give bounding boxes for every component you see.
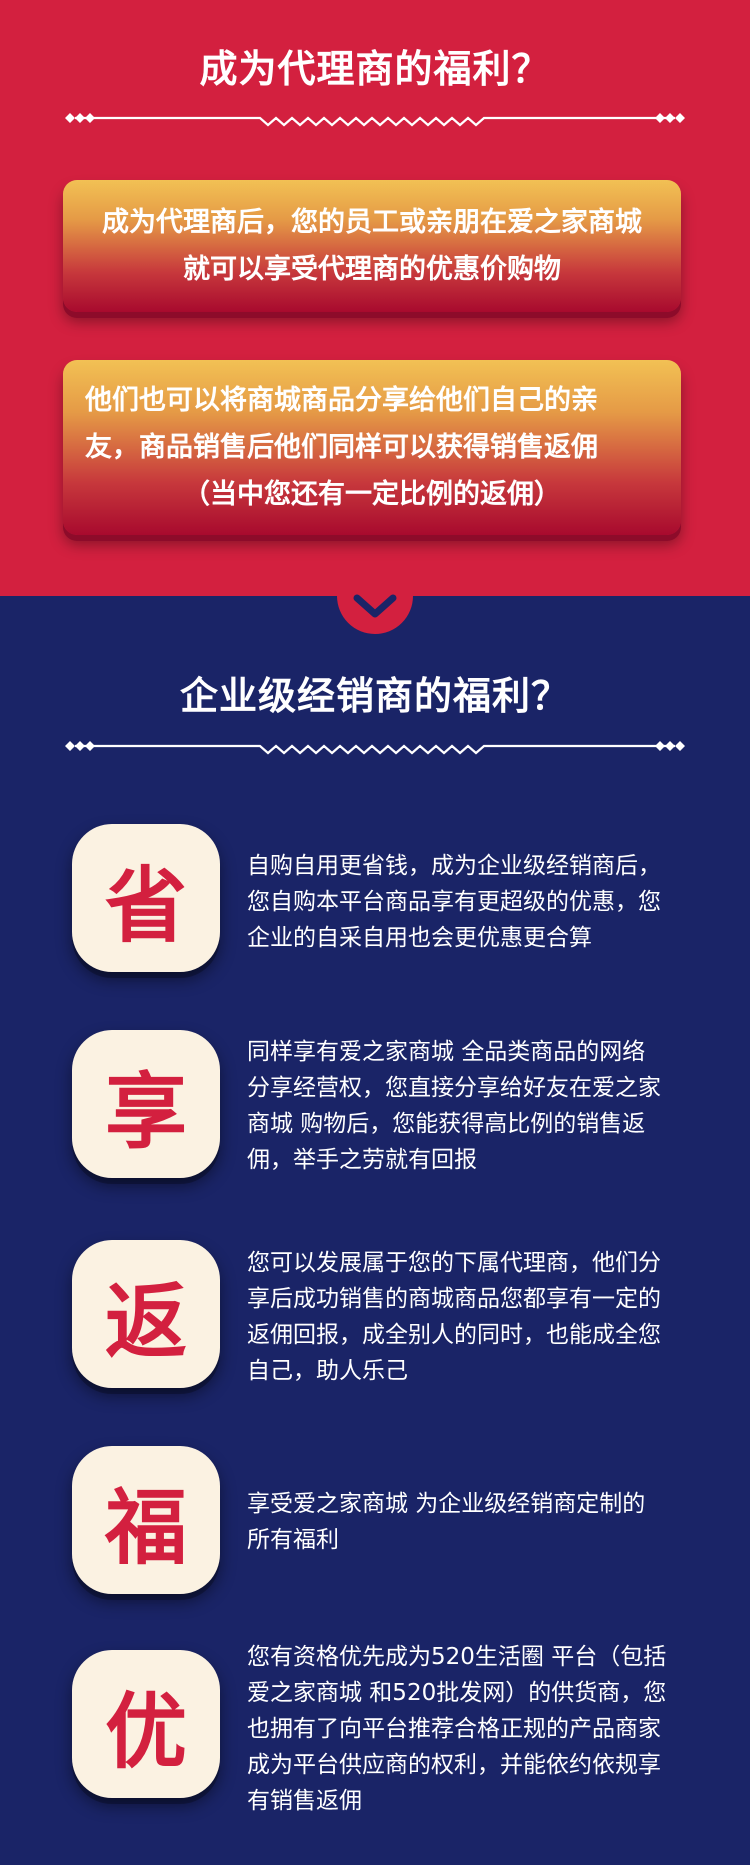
agent-benefit-banner-2: 他们也可以将商城商品分享给他们自己的亲 友，商品销售后他们同样可以获得销售返佣 … (63, 360, 681, 535)
benefit-badge-welfare: 福 (72, 1446, 220, 1594)
benefit-badge-rebate: 返 (72, 1240, 220, 1388)
benefit-badge-share: 享 (72, 1030, 220, 1178)
banner-line: （当中您还有一定比例的返佣） (183, 479, 561, 510)
benefit-line: 分享经营权，您直接分享给好友在爱之家 (247, 1075, 661, 1101)
benefit-line: 所有福利 (247, 1527, 339, 1553)
decorative-divider (65, 741, 685, 755)
banner-line: 他们也可以将商城商品分享给他们自己的亲 (85, 385, 598, 416)
banner-line: 成为代理商后，您的员工或亲朋在爱之家商城 (102, 207, 642, 238)
chevron-down-icon (337, 594, 413, 634)
benefit-line: 爱之家商城 和520批发网）的供货商，您 (247, 1680, 667, 1706)
benefit-text-welfare: 享受爱之家商城 为企业级经销商定制的 所有福利 (247, 1486, 687, 1558)
enterprise-benefits-title: 企业级经销商的福利？ (179, 674, 570, 718)
benefit-badge-priority: 优 (72, 1650, 220, 1798)
banner-line: 友，商品销售后他们同样可以获得销售返佣 (85, 432, 598, 463)
benefit-line: 您自购本平台商品享有更超级的优惠，您 (247, 889, 661, 915)
benefit-line: 佣，举手之劳就有回报 (247, 1147, 477, 1173)
agent-benefits-title: 成为代理商的福利？ (199, 47, 551, 91)
benefit-line: 享后成功销售的商城商品您都享有一定的 (247, 1286, 661, 1312)
decorative-divider (65, 113, 685, 127)
benefit-text-rebate: 您可以发展属于您的下属代理商，他们分 享后成功销售的商城商品您都享有一定的 返佣… (247, 1245, 687, 1389)
benefit-line: 商城 购物后，您能获得高比例的销售返 (247, 1111, 646, 1137)
benefit-text-share: 同样享有爱之家商城 全品类商品的网络 分享经营权，您直接分享给好友在爱之家 商城… (247, 1034, 687, 1178)
benefit-line: 自购自用更省钱，成为企业级经销商后， (247, 853, 661, 879)
agent-benefit-banner-1: 成为代理商后，您的员工或亲朋在爱之家商城 就可以享受代理商的优惠价购物 (63, 180, 681, 312)
benefit-text-save: 自购自用更省钱，成为企业级经销商后， 您自购本平台商品享有更超级的优惠，您 企业… (247, 848, 687, 956)
benefit-line: 您可以发展属于您的下属代理商，他们分 (247, 1250, 661, 1276)
benefit-line: 成为平台供应商的权利，并能依约依规享 (247, 1752, 661, 1778)
benefit-line: 同样享有爱之家商城 全品类商品的网络 (247, 1039, 646, 1065)
benefit-line: 享受爱之家商城 为企业级经销商定制的 (247, 1491, 646, 1517)
benefit-line: 自己，助人乐己 (247, 1358, 408, 1384)
benefit-line: 也拥有了向平台推荐合格正规的产品商家 (247, 1716, 661, 1742)
benefit-badge-save: 省 (72, 824, 220, 972)
benefit-line: 返佣回报，成全别人的同时，也能成全您 (247, 1322, 661, 1348)
benefit-line: 有销售返佣 (247, 1788, 362, 1814)
benefit-line: 企业的自采自用也会更优惠更合算 (247, 925, 592, 951)
banner-line: 就可以享受代理商的优惠价购物 (183, 254, 561, 285)
benefit-line: 您有资格优先成为520生活圈 平台（包括 (247, 1644, 667, 1670)
benefit-text-priority: 您有资格优先成为520生活圈 平台（包括 爱之家商城 和520批发网）的供货商，… (247, 1639, 687, 1819)
